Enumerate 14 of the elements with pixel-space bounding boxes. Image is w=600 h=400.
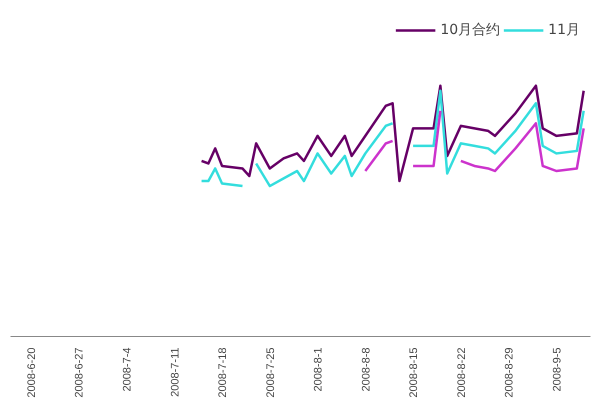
x-tick-label: 2008-8-15 <box>408 347 420 398</box>
x-tick-label: 2008-8-8 <box>360 347 372 392</box>
legend-label: 11月 <box>548 21 580 39</box>
x-tick-label: 2008-7-25 <box>264 347 277 398</box>
x-tick-label: 2008-8-1 <box>312 347 325 392</box>
x-tick-label: 2008-8-29 <box>504 347 516 398</box>
x-tick-label: 2008-7-11 <box>169 347 182 397</box>
x-tick-label: 2008-9-5 <box>551 347 564 392</box>
x-tick-label: 2008-7-18 <box>217 347 230 398</box>
legend-label: 10月合约 <box>440 21 500 39</box>
x-tick-label: 2008-6-20 <box>26 347 38 398</box>
x-tick-label: 2008-8-22 <box>456 347 468 398</box>
x-tick-label: 2008-6-27 <box>74 347 86 398</box>
x-tick-label: 2008-7-4 <box>122 347 134 392</box>
